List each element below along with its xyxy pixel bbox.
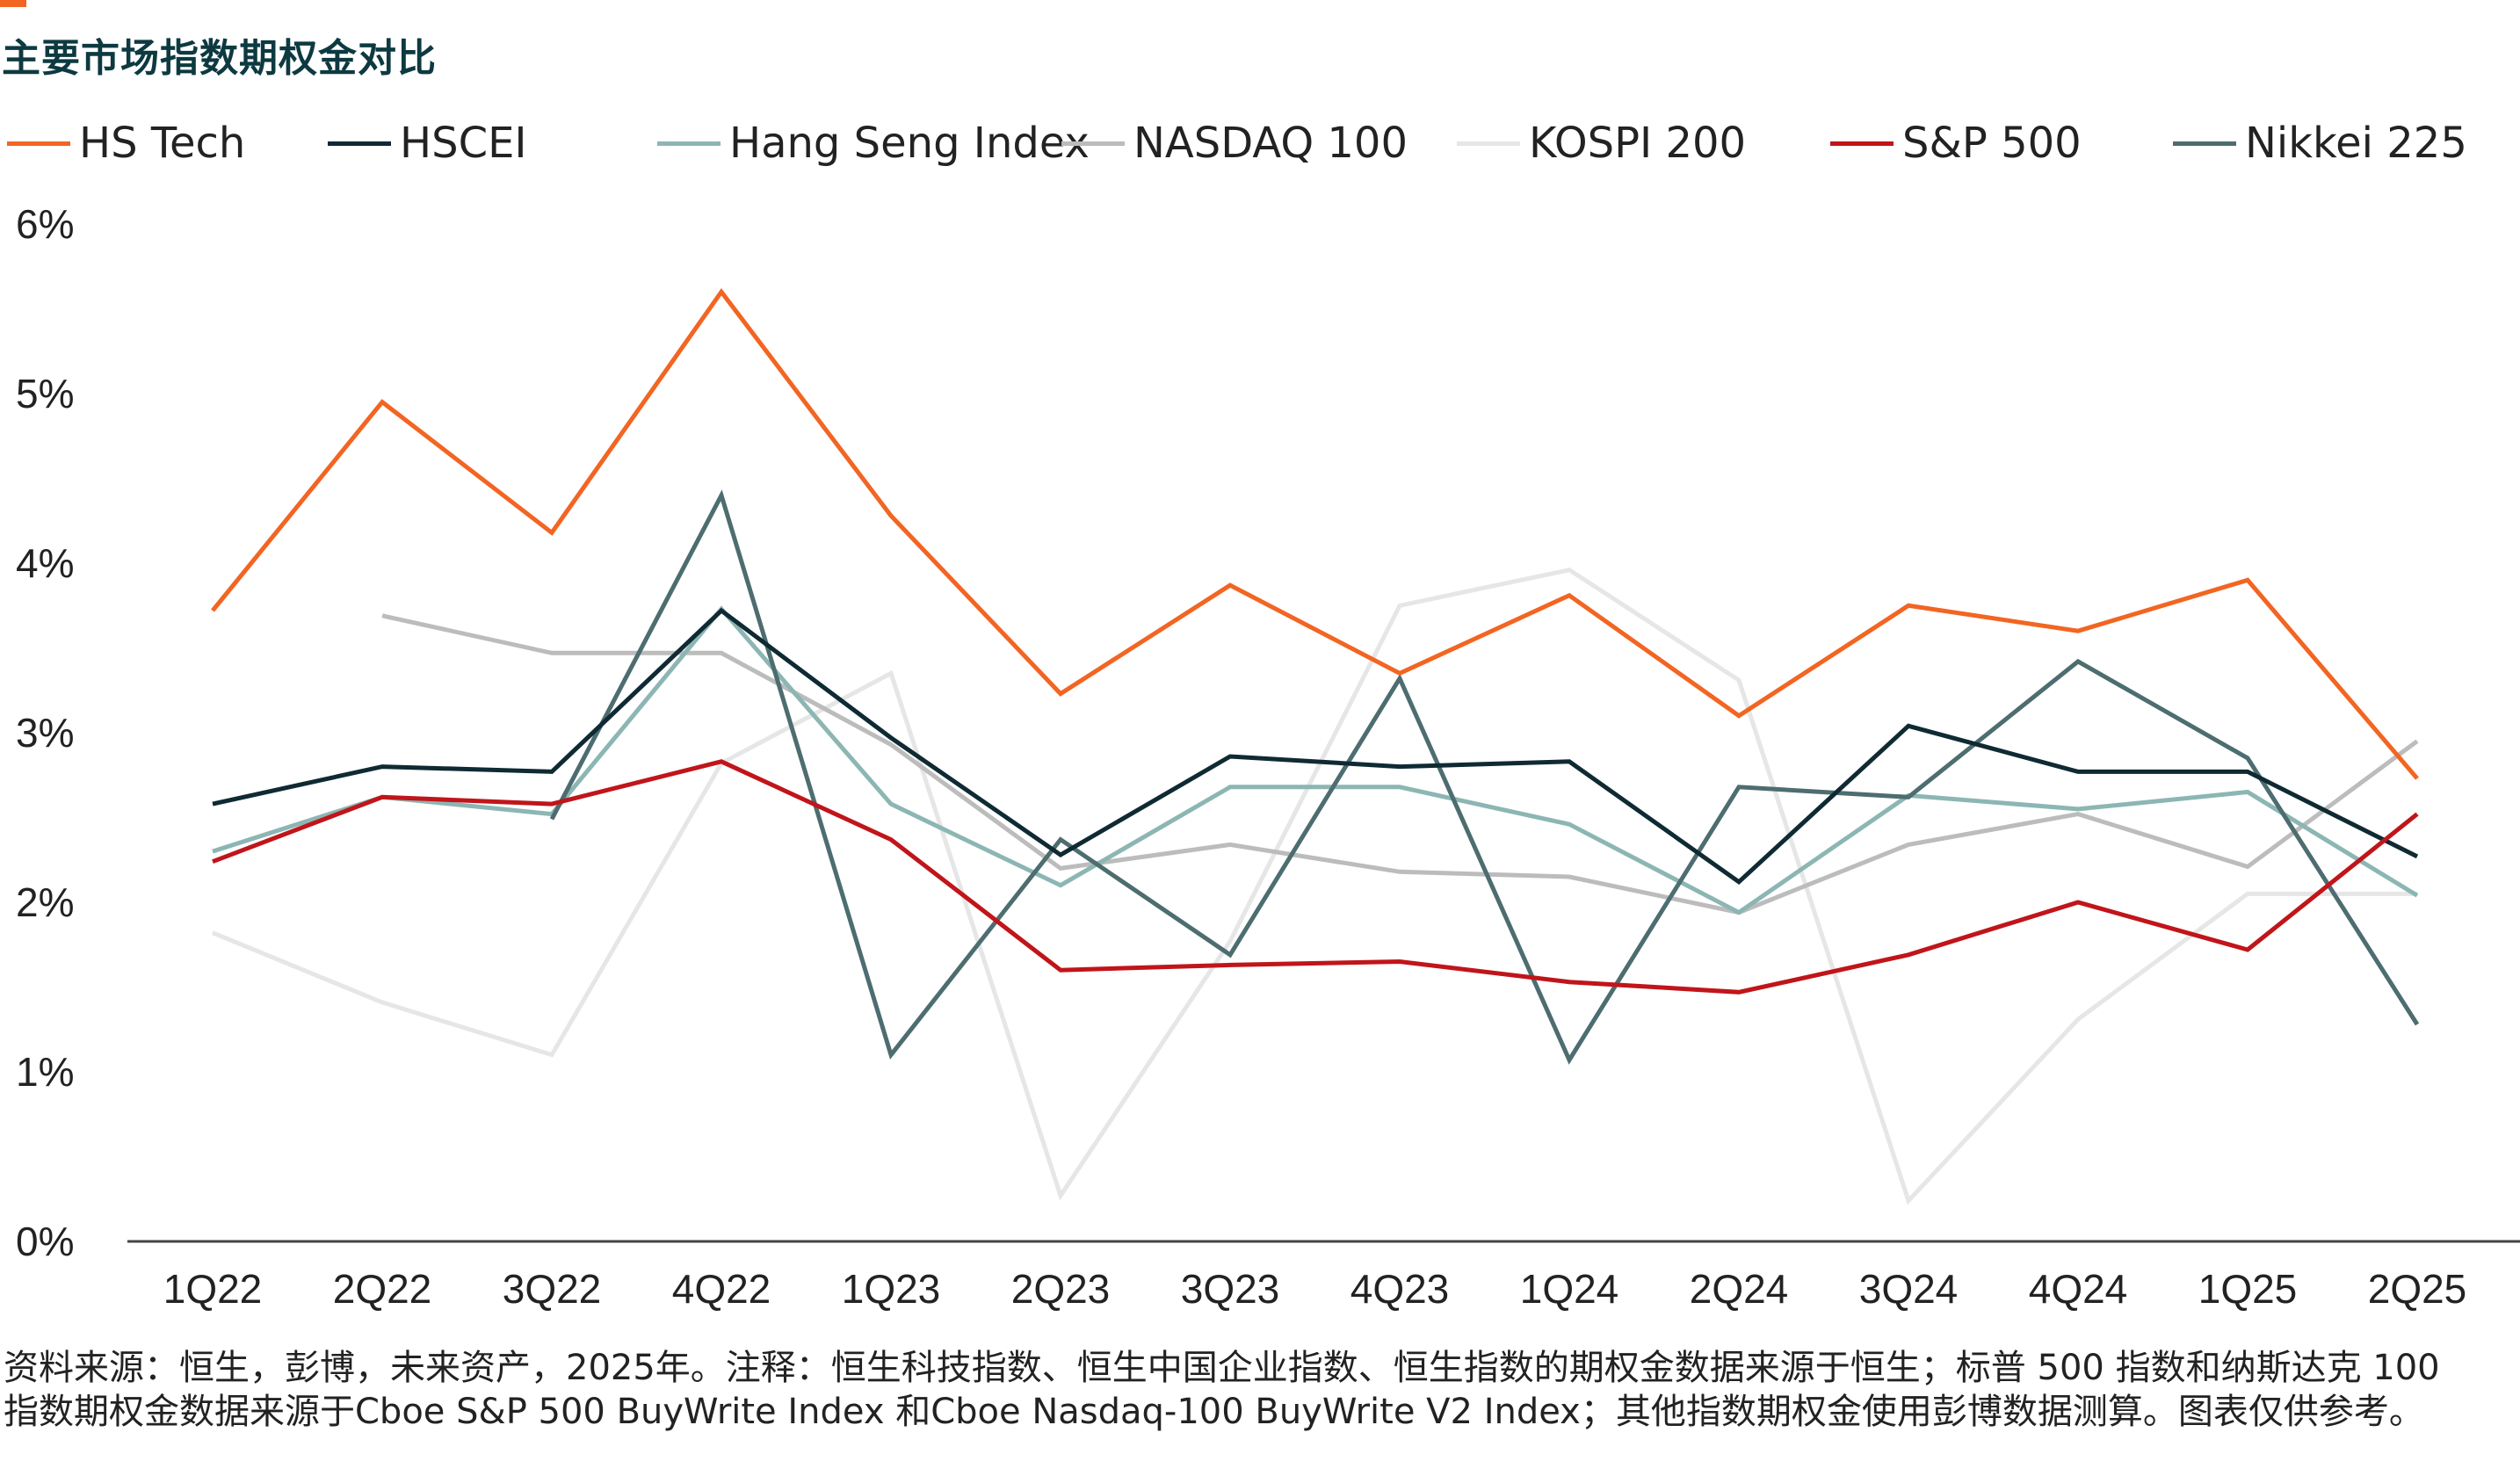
series-s-p-500 <box>212 759 2419 995</box>
legend-item-kospi-200: KOSPI 200 <box>1457 112 1746 174</box>
legend-label: KOSPI 200 <box>1529 119 1747 168</box>
legend-swatch <box>2173 141 2236 146</box>
legend-label: NASDAQ 100 <box>1133 119 1408 168</box>
legend-item-hang-seng-index: Hang Seng Index <box>657 112 1090 174</box>
y-tick-label: 4% <box>16 540 74 586</box>
x-tick-label: 2Q23 <box>1011 1266 1111 1312</box>
series-kospi-200 <box>212 568 2417 1205</box>
y-tick-label: 0% <box>16 1219 74 1264</box>
legend-item-nikkei-225: Nikkei 225 <box>2173 112 2467 174</box>
legend-label: Nikkei 225 <box>2245 119 2467 168</box>
series-line-kospi-200 <box>212 568 2417 1205</box>
x-tick-label: 4Q24 <box>2029 1266 2128 1312</box>
legend-label: Hang Seng Index <box>729 119 1090 168</box>
x-tick-label: 1Q22 <box>163 1266 263 1312</box>
chart-title: 主要市场指数期权金对比 <box>2 36 437 81</box>
legend-swatch <box>1830 141 1894 146</box>
legend-swatch <box>1457 141 1520 146</box>
legend-swatch <box>657 141 721 146</box>
x-tick-label: 2Q22 <box>333 1266 432 1312</box>
x-tick-label: 3Q22 <box>503 1266 602 1312</box>
legend-item-s-p-500: S&P 500 <box>1830 112 2082 174</box>
y-tick-label: 3% <box>16 710 74 756</box>
y-tick-label: 6% <box>16 201 74 247</box>
x-tick-label: 3Q24 <box>1859 1266 1959 1312</box>
footnote: 资料来源：恒生，彭博，未来资产，2025年。注释：恒生科技指数、恒生中国企业指数… <box>4 1348 2440 1432</box>
series-nikkei-225 <box>549 489 2420 1065</box>
x-tick-label: 4Q23 <box>1351 1266 1450 1312</box>
legend-swatch <box>328 141 391 146</box>
legend-item-hscei: HSCEI <box>328 112 527 174</box>
series-line-hang-seng-index <box>212 605 2419 915</box>
y-tick-label: 5% <box>16 371 74 416</box>
y-tick-label: 2% <box>16 879 74 925</box>
legend-label: HS Tech <box>79 119 246 168</box>
series-hscei <box>212 607 2419 886</box>
x-tick-label: 2Q25 <box>2368 1266 2467 1312</box>
x-tick-label: 1Q25 <box>2198 1266 2298 1312</box>
accent-bar <box>0 0 26 7</box>
y-tick-label: 1% <box>16 1049 74 1095</box>
legend: HS Tech HSCEI Hang Seng Index NASDAQ 100 KOS… <box>7 112 2502 174</box>
x-tick-label: 3Q23 <box>1181 1266 1280 1312</box>
x-tick-label: 4Q22 <box>672 1266 771 1312</box>
series-line-hs-tech <box>211 287 2419 780</box>
x-tick-label: 1Q24 <box>1520 1266 1619 1312</box>
legend-item-nasdaq-100: NASDAQ 100 <box>1061 112 1408 174</box>
series-hs-tech <box>211 287 2419 780</box>
legend-swatch <box>1061 141 1125 146</box>
legend-label: HSCEI <box>400 119 527 168</box>
series-hang-seng-index <box>212 605 2419 915</box>
series-line-s-p-500 <box>212 759 2419 995</box>
x-tick-label: 1Q23 <box>842 1266 941 1312</box>
legend-item-hs-tech: HS Tech <box>7 112 245 174</box>
series-line-hscei <box>212 607 2419 886</box>
legend-label: S&P 500 <box>1902 119 2082 168</box>
x-tick-label: 2Q24 <box>1690 1266 1789 1312</box>
series-line-nasdaq-100 <box>381 613 2419 915</box>
series-line-nikkei-225 <box>549 489 2420 1065</box>
series-nasdaq-100 <box>381 613 2419 915</box>
legend-swatch <box>7 141 70 146</box>
